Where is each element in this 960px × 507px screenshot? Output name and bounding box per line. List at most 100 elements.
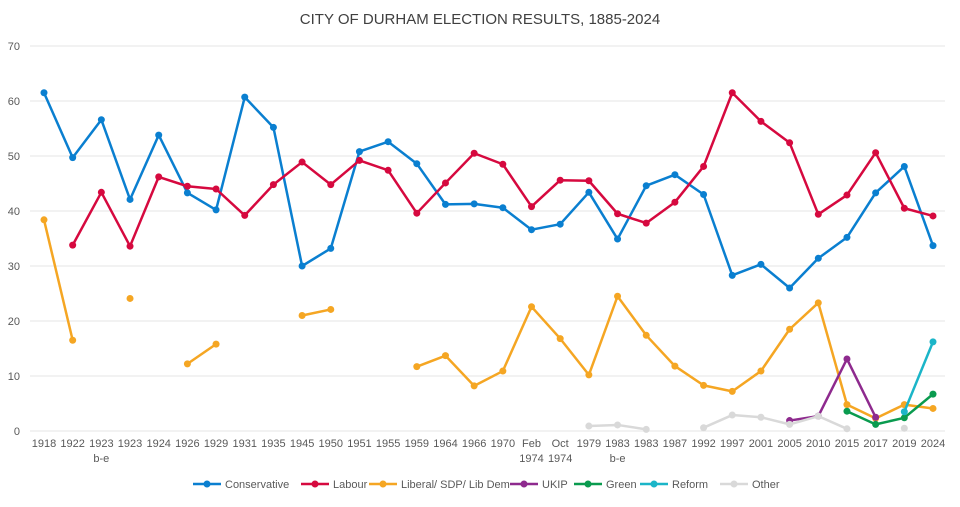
- data-point: [786, 284, 794, 292]
- series-line: [846, 393, 934, 426]
- data-point: [269, 181, 277, 189]
- data-point: [614, 421, 622, 429]
- data-point: [499, 367, 507, 375]
- data-point: [528, 226, 536, 234]
- y-tick-label: 50: [8, 151, 20, 163]
- data-point: [155, 131, 163, 139]
- x-tick-label: 1918: [32, 438, 56, 450]
- data-point: [814, 299, 822, 307]
- data-point: [212, 185, 220, 193]
- data-point: [700, 424, 708, 432]
- y-tick-label: 0: [14, 426, 20, 438]
- legend-item: Green: [574, 479, 637, 491]
- data-point: [585, 371, 593, 379]
- data-point: [929, 338, 937, 346]
- data-point: [642, 425, 650, 433]
- legend-marker: [311, 480, 319, 488]
- y-tick-label: 70: [8, 41, 20, 53]
- x-tick-label: 1929: [204, 438, 228, 450]
- legend-label: Reform: [672, 479, 708, 491]
- x-tick-label: 1926: [175, 438, 199, 450]
- legend-marker: [520, 480, 528, 488]
- data-point: [384, 166, 392, 174]
- x-tick-label: 2024: [921, 438, 945, 450]
- x-tick-label: 1931: [232, 438, 256, 450]
- x-tick-label: 1992: [691, 438, 715, 450]
- chart-title: CITY OF DURHAM ELECTION RESULTS, 1885-20…: [300, 11, 660, 28]
- x-tick-label: 1955: [376, 438, 400, 450]
- data-point: [183, 189, 191, 197]
- data-point: [40, 89, 48, 97]
- data-point: [814, 210, 822, 218]
- x-tick-label: 1983: [634, 438, 658, 450]
- x-tick-label: 1924: [146, 438, 170, 450]
- data-point: [384, 138, 392, 146]
- data-point: [900, 408, 908, 416]
- data-point: [241, 93, 249, 101]
- data-point: [929, 242, 937, 250]
- y-tick-label: 30: [8, 261, 20, 273]
- legend-item: Labour: [301, 479, 368, 491]
- x-tick-label: 1922: [60, 438, 84, 450]
- x-tick-label: Feb 1974: [519, 438, 543, 465]
- data-point: [872, 189, 880, 197]
- legend-marker: [650, 480, 658, 488]
- x-tick-label: 1966: [462, 438, 486, 450]
- legend-item: Other: [720, 479, 780, 491]
- data-point: [97, 188, 105, 196]
- legend-item: UKIP: [510, 479, 568, 491]
- data-point: [441, 200, 449, 208]
- data-point: [183, 182, 191, 190]
- data-point: [614, 210, 622, 218]
- data-point: [900, 424, 908, 432]
- data-point: [499, 204, 507, 212]
- legend-marker: [203, 480, 211, 488]
- x-tick-label: 1945: [290, 438, 314, 450]
- data-point: [441, 352, 449, 360]
- data-point: [528, 303, 536, 311]
- x-tick-label: 2015: [835, 438, 859, 450]
- x-tick-label: 1983 b-e: [605, 438, 629, 465]
- series-green: [843, 390, 937, 428]
- legend-marker: [584, 480, 592, 488]
- data-point: [843, 407, 851, 415]
- data-point: [700, 162, 708, 170]
- x-tick-label: 1950: [319, 438, 343, 450]
- series-line: [42, 92, 935, 290]
- data-point: [872, 149, 880, 157]
- y-tick-label: 20: [8, 316, 20, 328]
- x-tick-label: 1923: [118, 438, 142, 450]
- legend-label: Conservative: [225, 479, 289, 491]
- data-point: [585, 188, 593, 196]
- data-point: [786, 420, 794, 428]
- data-point: [814, 412, 822, 420]
- data-point: [929, 390, 937, 398]
- data-point: [355, 156, 363, 164]
- data-point: [413, 209, 421, 217]
- data-point: [40, 216, 48, 224]
- data-point: [183, 360, 191, 368]
- data-point: [929, 212, 937, 220]
- data-point: [470, 200, 478, 208]
- data-point: [843, 355, 851, 363]
- data-point: [929, 404, 937, 412]
- data-point: [97, 116, 105, 124]
- x-tick-label: 1923 b-e: [89, 438, 113, 465]
- x-tick-label: 1951: [347, 438, 371, 450]
- data-point: [757, 413, 765, 421]
- legend-label: Green: [606, 479, 637, 491]
- data-point: [843, 401, 851, 409]
- data-point: [441, 179, 449, 187]
- x-tick-label: 1935: [261, 438, 285, 450]
- data-point: [642, 219, 650, 227]
- data-point: [69, 154, 77, 162]
- data-point: [327, 244, 335, 252]
- data-point: [327, 181, 335, 189]
- data-point: [671, 198, 679, 206]
- series-conservative: [40, 89, 937, 292]
- x-axis: 1918 1922 1923 b-e 1923 1924 1926 1929 1931 1935 1…: [32, 438, 945, 465]
- legend-label: Other: [752, 479, 780, 491]
- data-point: [470, 382, 478, 390]
- x-tick-label: 2001: [749, 438, 773, 450]
